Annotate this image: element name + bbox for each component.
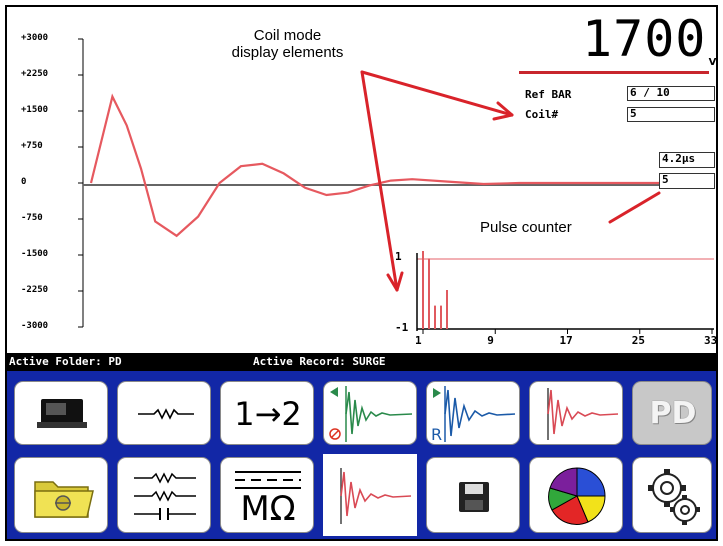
r-waveform-button[interactable]: R <box>426 381 520 445</box>
pd-label: PD <box>649 396 697 431</box>
megohm-icon <box>235 471 301 489</box>
inset-x-tick-label: 33 <box>704 334 718 347</box>
y-tick-label: -2250 <box>21 285 49 295</box>
folder-button[interactable] <box>14 457 108 533</box>
resistor-network-icon <box>134 472 196 520</box>
resistor-button[interactable] <box>117 381 211 445</box>
inset-x-tick-label: 17 <box>559 334 573 347</box>
swap-button[interactable]: 1→2 <box>220 381 314 445</box>
ref-bar-label: Ref BAR <box>525 88 572 101</box>
reference-waveform-button[interactable] <box>323 381 417 445</box>
status-bar: Active Folder: PD Active Record: SURGE <box>7 353 716 371</box>
red-waveform-button[interactable] <box>529 381 623 445</box>
megohm-button[interactable]: MΩ <box>220 457 314 533</box>
y-tick-label: 0 <box>21 177 27 187</box>
y-tick-label: -750 <box>21 213 43 223</box>
settings-button[interactable] <box>632 457 712 533</box>
waveform-r-icon: R <box>431 386 516 444</box>
coil-mode-button[interactable] <box>320 451 420 539</box>
folder-icon <box>34 481 94 518</box>
active-folder: Active Folder: PD <box>9 355 122 368</box>
save-icon <box>459 482 489 512</box>
scope-area: +3000 +2250 +1500 +750 0 -750 -1500 -2250 -3000 … <box>7 7 716 353</box>
voltage-readout: 1700 V <box>582 10 716 68</box>
y-tick-label: +3000 <box>21 33 49 43</box>
inset-x-tick-label: 9 <box>487 334 494 347</box>
resistor-network-button[interactable] <box>117 457 211 533</box>
pulse-width-field: 4.2µs <box>659 152 715 168</box>
annotation-arrows <box>360 70 661 292</box>
waveform-reference-icon <box>329 386 413 442</box>
pulse-counter-field: 5 <box>659 173 715 189</box>
voltage-unit: V <box>708 57 717 68</box>
settings-icon <box>648 469 700 525</box>
pie-chart-button[interactable] <box>529 457 623 533</box>
inset-y-tick-label: 1 <box>395 250 402 263</box>
voltage-underline <box>519 71 709 74</box>
resistor-icon <box>138 408 194 420</box>
swap-label: 1→2 <box>234 395 302 433</box>
y-tick-label: +2250 <box>21 69 49 79</box>
device-button[interactable] <box>14 381 108 445</box>
inset-x-tick-label: 1 <box>415 334 422 347</box>
svg-text:R: R <box>431 425 442 444</box>
waveform-trace <box>89 93 662 238</box>
pd-button[interactable]: PD <box>632 381 712 445</box>
button-panel: 1→2 R PD <box>7 371 716 539</box>
y-tick-label: +1500 <box>21 105 49 115</box>
coil-mode-icon <box>340 468 412 524</box>
save-button[interactable] <box>426 457 520 533</box>
pie-chart-icon <box>548 467 606 525</box>
voltage-value: 1700 <box>582 10 707 68</box>
pulse-counter-annotation: Pulse counter <box>480 219 572 236</box>
coil-label: Coil# <box>525 108 559 121</box>
instrument-screen: +3000 +2250 +1500 +750 0 -750 -1500 -2250 -3000 … <box>5 5 718 541</box>
inset-y-tick-label: -1 <box>395 321 409 334</box>
waveform-red-icon <box>547 388 619 440</box>
coil-mode-annotation: Coil mode display elements <box>231 27 344 61</box>
y-tick-label: -3000 <box>21 321 49 331</box>
coil-field: 5 <box>627 107 715 122</box>
megohm-label: MΩ <box>240 489 296 529</box>
y-tick-label: +750 <box>21 141 43 151</box>
waveform-plot <box>78 38 714 334</box>
inset-x-tick-label: 25 <box>631 334 645 347</box>
ref-bar-field: 6 / 10 <box>627 86 715 101</box>
device-icon <box>37 399 87 428</box>
y-tick-label: -1500 <box>21 249 49 259</box>
active-record: Active Record: SURGE <box>253 355 386 368</box>
